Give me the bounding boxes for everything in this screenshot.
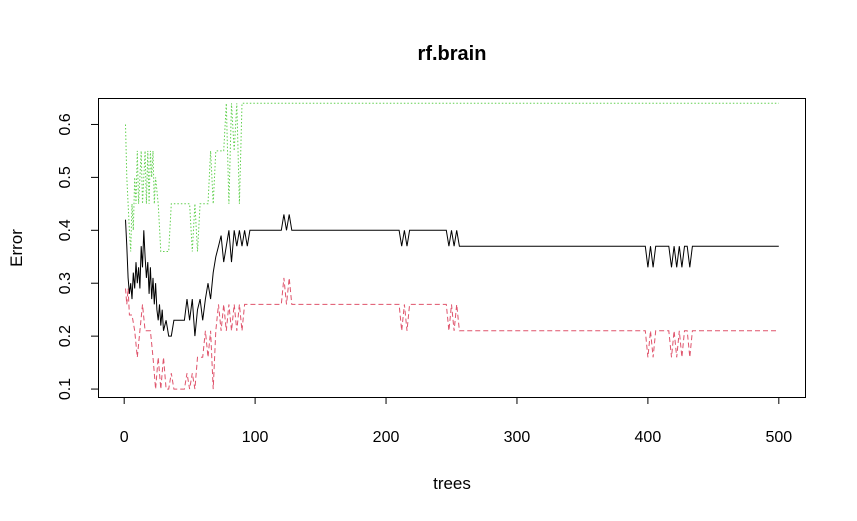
x-axis-ticks: 0 100 200 300 400 500 bbox=[120, 397, 792, 446]
x-tick-label: 300 bbox=[504, 429, 531, 446]
y-tick-label: 0.2 bbox=[57, 325, 74, 347]
y-tick-label: 0.5 bbox=[57, 166, 74, 188]
x-tick-label: 200 bbox=[373, 429, 400, 446]
x-tick-label: 0 bbox=[120, 429, 129, 446]
plot-area-frame bbox=[98, 98, 806, 398]
chart-title: rf.brain bbox=[418, 43, 487, 65]
series-line-3 bbox=[125, 102, 779, 252]
y-axis-label: Error bbox=[7, 229, 26, 267]
y-tick-label: 0.4 bbox=[57, 219, 74, 241]
x-axis-label: trees bbox=[433, 474, 471, 493]
series-line-2 bbox=[125, 277, 779, 390]
y-tick-label: 0.3 bbox=[57, 272, 74, 294]
x-tick-label: 500 bbox=[765, 429, 792, 446]
y-tick-label: 0.6 bbox=[57, 113, 74, 135]
series-layer bbox=[125, 102, 779, 390]
y-tick-label: 0.1 bbox=[57, 378, 74, 400]
x-tick-label: 400 bbox=[635, 429, 662, 446]
x-tick-label: 100 bbox=[242, 429, 269, 446]
series-line-1 bbox=[125, 214, 779, 337]
y-axis-ticks: 0.1 0.2 0.3 0.4 0.5 0.6 bbox=[57, 113, 98, 400]
